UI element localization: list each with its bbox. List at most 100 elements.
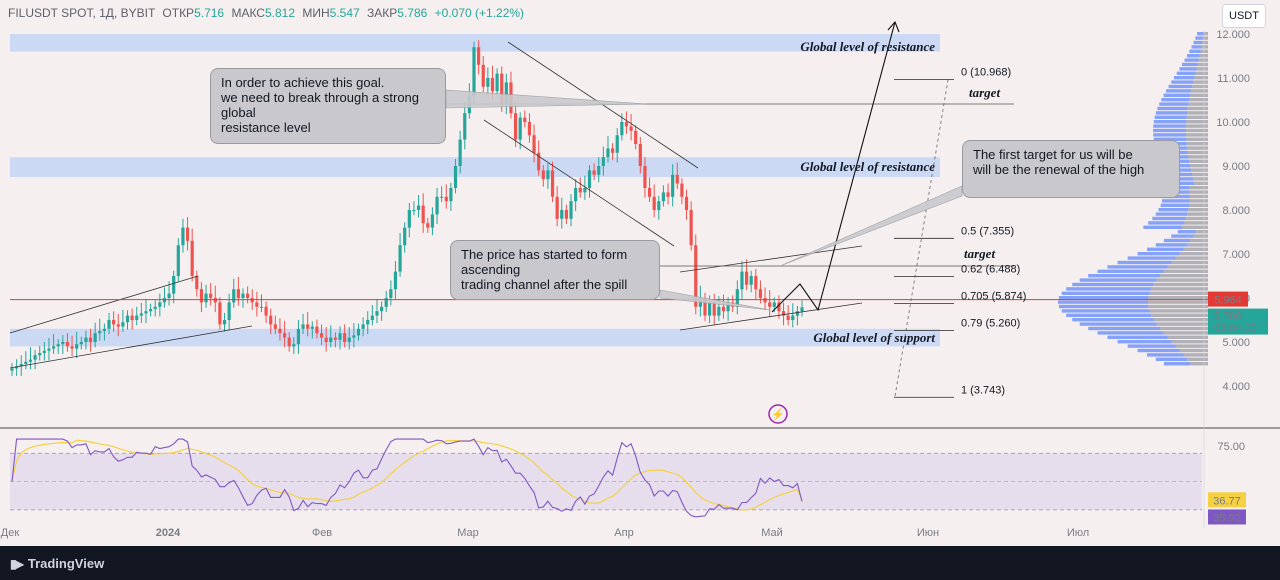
candle-body	[680, 183, 684, 197]
candle-body	[241, 293, 245, 298]
candle-body	[689, 210, 693, 246]
candle-body	[310, 326, 314, 329]
volume-profile-bar	[1176, 71, 1196, 75]
candle-body	[121, 322, 125, 327]
candle-body	[694, 245, 698, 307]
volume-profile-bar	[1190, 164, 1208, 168]
volume-profile-bar	[1186, 128, 1208, 133]
candle-body	[721, 306, 726, 312]
candle-body	[606, 148, 610, 158]
fib-level-label-3: 0.705 (5.874)	[961, 291, 1026, 303]
volume-profile-bar	[1187, 150, 1208, 155]
volume-profile-bar	[1158, 208, 1189, 212]
lightning-event-glyph: ⚡	[771, 408, 785, 421]
volume-profile-bar	[1187, 106, 1208, 111]
y-axis-tick-2: 10.000	[1216, 117, 1250, 129]
candle-body	[343, 333, 347, 342]
candle-body	[158, 302, 162, 307]
volume-profile-bar	[1156, 278, 1208, 282]
candle-body	[176, 245, 180, 276]
candle-body	[167, 293, 171, 298]
candle-body	[490, 78, 495, 92]
candle-body	[38, 353, 42, 356]
zone-band-2	[10, 328, 940, 347]
candle-body	[42, 350, 46, 353]
candle-body	[416, 205, 421, 210]
candle-body	[338, 333, 342, 340]
volume-profile-bar	[1127, 256, 1176, 260]
y-axis-tick-3: 9.000	[1222, 161, 1250, 173]
volume-profile-bar	[1153, 318, 1208, 322]
candle-body	[661, 192, 666, 202]
brand-name: TradingView	[27, 556, 105, 571]
volume-profile-bar	[1186, 137, 1208, 141]
projection-arrow-head	[887, 20, 900, 33]
tradingview-logo[interactable]: ▮▶ TradingView	[10, 556, 104, 571]
candle-body	[112, 320, 116, 325]
candle-body	[333, 337, 337, 340]
volume-profile-bar	[1153, 128, 1186, 133]
candle-body	[292, 344, 296, 347]
candle-body	[740, 271, 744, 290]
candle-body	[772, 302, 776, 307]
candle-body	[209, 293, 213, 298]
new-channel-upper	[679, 245, 863, 273]
chart-area[interactable]: 0 (10.968) 0.5 (7.355) 0.62 (6.488) 0.705 (…	[0, 0, 1280, 546]
candle-body	[453, 166, 458, 188]
volume-profile-bar	[1189, 199, 1208, 203]
candle-body	[301, 324, 305, 329]
volume-profile-bar	[1186, 133, 1208, 137]
volume-profile-bar	[1187, 146, 1208, 150]
candle-body	[84, 337, 88, 342]
volume-profile-bar	[1159, 102, 1189, 106]
rsi-line	[11, 438, 803, 518]
candle-body	[319, 333, 324, 338]
volume-profile-bar	[1163, 93, 1191, 97]
candle-body	[135, 315, 139, 320]
channel-line-upper	[9, 275, 199, 334]
callout-channel-pointer	[659, 289, 771, 311]
candle-body	[28, 359, 33, 362]
countdown-text: 08:04:23	[1214, 323, 1257, 335]
volume-profile-bar	[1148, 304, 1208, 309]
candle-body	[282, 333, 287, 338]
candle-body	[65, 342, 70, 347]
volume-profile-bar	[1189, 203, 1208, 207]
candle-body	[264, 306, 268, 316]
volume-profile-bar	[1175, 344, 1208, 348]
candle-body	[564, 210, 568, 219]
candle-body	[786, 315, 790, 320]
price-chart-svg[interactable]: 0 (10.968) 0.5 (7.355) 0.62 (6.488) 0.705 (…	[0, 0, 1280, 546]
candle-body	[70, 346, 74, 349]
volume-profile-bar	[1163, 269, 1208, 273]
candle-body	[624, 122, 629, 127]
candle-body	[458, 139, 462, 166]
volume-profile-bar	[1202, 36, 1208, 40]
candle-body	[708, 302, 712, 316]
y-axis-tick-8: 4.000	[1222, 381, 1250, 393]
candle-body	[430, 214, 435, 228]
callout-first-target: The first target for us will be will be …	[962, 140, 1180, 198]
volume-profile-bar	[1189, 159, 1208, 163]
volume-profile-bar	[1148, 300, 1208, 304]
candle-body	[684, 196, 689, 210]
x-axis-tick-5: Май	[761, 527, 783, 539]
candle-body	[555, 196, 559, 219]
currency-button[interactable]: USDT	[1222, 4, 1266, 28]
candle-body	[232, 289, 236, 303]
volume-profile-bar	[1195, 230, 1208, 234]
candle-body	[222, 320, 227, 325]
volume-profile-bar	[1179, 348, 1208, 353]
symbol-name: FILUSDT SPOT, 1Д, BYBIT	[8, 6, 156, 20]
candle-body	[800, 307, 804, 312]
volume-profile-bar	[1183, 353, 1208, 357]
candle-body	[744, 271, 749, 285]
volume-profile-bar	[1189, 190, 1208, 194]
candle-body	[398, 245, 402, 272]
volume-profile-bar	[1171, 177, 1194, 181]
callout-first-target-pointer	[779, 185, 963, 267]
candle-body	[560, 210, 564, 219]
candle-body	[287, 337, 291, 347]
candle-body	[527, 122, 532, 136]
y-axis-tick-5: 7.000	[1222, 249, 1250, 261]
